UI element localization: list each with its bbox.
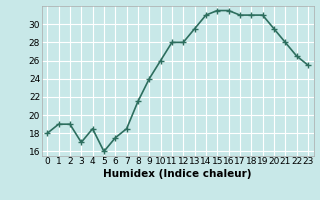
X-axis label: Humidex (Indice chaleur): Humidex (Indice chaleur) [103,169,252,179]
